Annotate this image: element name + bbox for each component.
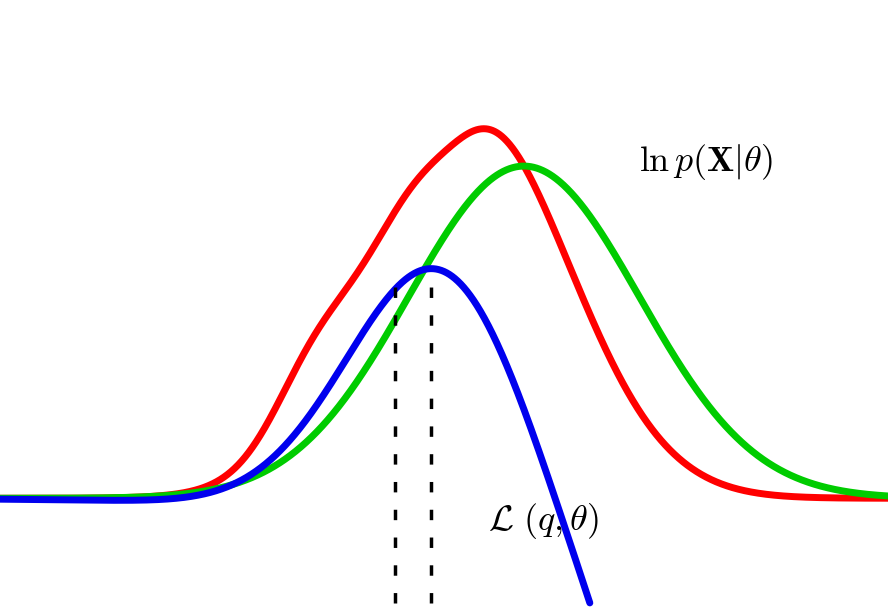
Text: $\ln p(\mathbf{X}|\theta)$: $\ln p(\mathbf{X}|\theta)$ xyxy=(639,141,773,181)
Text: $\mathcal{L}\ (q, \theta)$: $\mathcal{L}\ (q, \theta)$ xyxy=(488,501,599,541)
